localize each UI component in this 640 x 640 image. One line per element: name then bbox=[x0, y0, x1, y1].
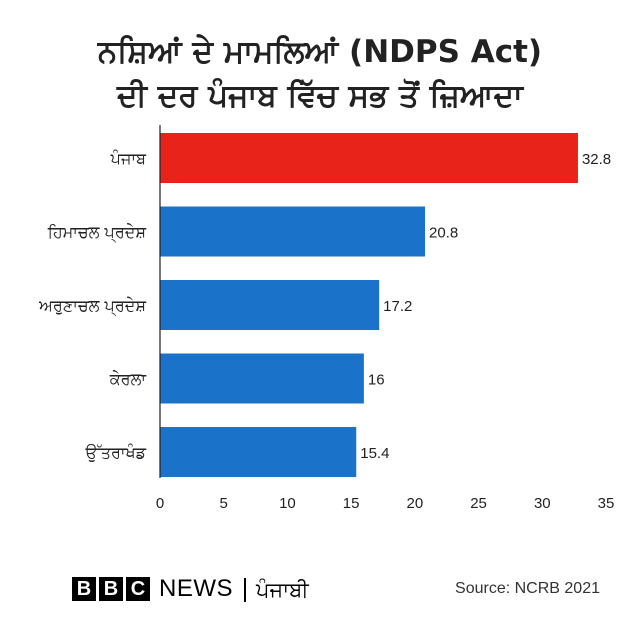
x-tick-label: 35 bbox=[598, 495, 615, 512]
service-label: ਪੰਜਾਬੀ bbox=[256, 578, 309, 602]
value-label: 17.2 bbox=[383, 298, 412, 315]
footer-divider bbox=[244, 578, 246, 602]
bar bbox=[160, 206, 426, 257]
category-label: ਕੇਰਲਾ bbox=[109, 370, 147, 389]
bbc-logo-letter: B bbox=[99, 577, 123, 601]
chart-title-line-2: ਦੀ ਦਰ ਪੰਜਾਬ ਵਿੱਚ ਸਭ ਤੋਂ ਜ਼ਿਆਦਾ bbox=[117, 78, 523, 114]
chart-title-line-1: ਨਸ਼ਿਆਂ ਦੇ ਮਾਮਲਿਆਂ (NDPS Act) bbox=[97, 34, 543, 70]
category-label: ਹਿਮਾਚਲ ਪ੍ਰਦੇਸ਼ bbox=[47, 223, 147, 244]
category-label: ਉੱਤਰਾਖੰਡ bbox=[85, 443, 147, 462]
x-tick-label: 5 bbox=[220, 495, 228, 512]
bbc-logo: B B C bbox=[72, 577, 150, 601]
bar bbox=[160, 353, 364, 404]
chart-title: ਨਸ਼ਿਆਂ ਦੇ ਮਾਮਲਿਆਂ (NDPS Act) ਦੀ ਦਰ ਪੰਜਾਬ… bbox=[0, 30, 640, 118]
x-tick-label: 30 bbox=[534, 495, 551, 512]
category-label: ਪੰਜਾਬ bbox=[110, 149, 147, 168]
value-label: 15.4 bbox=[360, 445, 389, 462]
news-label: NEWS bbox=[159, 575, 233, 602]
bbc-logo-letter: C bbox=[126, 577, 150, 601]
bar bbox=[160, 427, 357, 477]
value-label: 20.8 bbox=[429, 225, 458, 242]
bar-chart: ਪੰਜਾਬ 32.8 ਹਿਮਾਚਲ ਪ੍ਰਦੇਸ਼ 20.8 ਅਰੁਣਾਚਲ ਪ੍ਰਦੇ… bbox=[38, 125, 615, 512]
x-tick-label: 15 bbox=[343, 495, 360, 512]
bar bbox=[160, 133, 578, 183]
value-label: 32.8 bbox=[582, 151, 611, 168]
x-tick-label: 0 bbox=[156, 495, 164, 512]
footer: B B C NEWS ਪੰਜਾਬੀ Source: NCRB 2021 bbox=[72, 570, 600, 610]
bar bbox=[160, 280, 380, 330]
x-tick-label: 10 bbox=[279, 495, 296, 512]
category-label: ਅਰੁਣਾਚਲ ਪ੍ਰਦੇਸ਼ bbox=[38, 296, 146, 317]
x-tick-label: 20 bbox=[407, 495, 424, 512]
value-label: 16 bbox=[368, 372, 385, 389]
bbc-logo-letter: B bbox=[72, 577, 96, 601]
source-label: Source: NCRB 2021 bbox=[455, 580, 600, 597]
x-tick-label: 25 bbox=[470, 495, 487, 512]
